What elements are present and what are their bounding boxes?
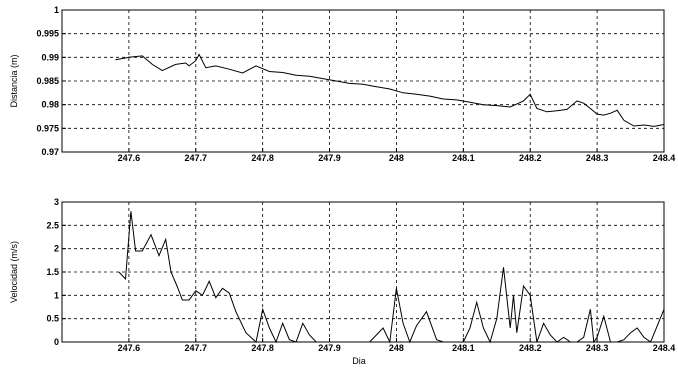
velocity-x-ticks: 247.6 247.7 247.8 247.9 248 248.1 248.2 248.3 24… bbox=[118, 338, 676, 353]
distance-x-tick-label: 247.7 bbox=[185, 153, 208, 163]
velocity-x-tick-label: 247.7 bbox=[185, 343, 208, 353]
velocity-x-tick-label: 248.2 bbox=[519, 343, 542, 353]
velocity-x-axis-label: Dia bbox=[352, 356, 366, 366]
velocity-y-axis-label: Velocidad (m/s) bbox=[9, 241, 19, 303]
distance-x-tick-label: 248 bbox=[389, 153, 404, 163]
velocity-x-tick-label: 247.8 bbox=[251, 343, 274, 353]
velocity-x-tick-label: 247.9 bbox=[318, 343, 341, 353]
distance-y-tick-label: 0.99 bbox=[41, 52, 59, 62]
distance-y-axis-label: Distancia (m) bbox=[9, 54, 19, 107]
distance-x-tick-label: 248.4 bbox=[653, 153, 676, 163]
distance-x-ticks: 247.6 247.7 247.8 247.9 248 248.1 248.2 248.3 24… bbox=[118, 148, 676, 163]
velocity-x-tick-label: 248 bbox=[389, 343, 404, 353]
velocity-x-tick-label: 248.4 bbox=[653, 343, 676, 353]
distance-y-tick-label: 0.985 bbox=[36, 76, 59, 86]
distance-y-tick-label: 0.98 bbox=[41, 100, 59, 110]
distance-x-tick-label: 247.6 bbox=[118, 153, 141, 163]
distance-x-tick-label: 248.3 bbox=[586, 153, 609, 163]
distance-y-ticks: 0.97 0.975 0.98 0.985 0.99 0.995 1 bbox=[36, 5, 66, 157]
distance-series-line bbox=[115, 53, 665, 127]
velocity-chart: 247.6 247.7 247.8 247.9 248 248.1 248.2 248.3 24… bbox=[9, 197, 675, 366]
velocity-y-tick-label: 1.5 bbox=[46, 267, 59, 277]
distance-chart: 247.6 247.7 247.8 247.9 248 248.1 248.2 248.3 24… bbox=[9, 5, 675, 163]
distance-x-tick-label: 247.9 bbox=[318, 153, 341, 163]
velocity-x-tick-label: 247.6 bbox=[118, 343, 141, 353]
velocity-x-tick-label: 248.3 bbox=[586, 343, 609, 353]
velocity-x-tick-label: 248.1 bbox=[452, 343, 475, 353]
velocity-series-line bbox=[118, 211, 665, 344]
distance-x-tick-label: 248.2 bbox=[519, 153, 542, 163]
velocity-y-ticks: 0 0.5 1 1.5 2 2.5 3 bbox=[46, 197, 66, 347]
velocity-y-tick-label: 2.5 bbox=[46, 220, 59, 230]
distance-y-tick-label: 0.97 bbox=[41, 147, 59, 157]
velocity-y-tick-label: 1 bbox=[54, 290, 59, 300]
velocity-grid bbox=[62, 202, 664, 342]
distance-x-tick-label: 247.8 bbox=[251, 153, 274, 163]
velocity-y-tick-label: 2 bbox=[54, 244, 59, 254]
velocity-y-tick-label: 0 bbox=[54, 337, 59, 347]
velocity-y-tick-label: 3 bbox=[54, 197, 59, 207]
distance-grid bbox=[62, 10, 664, 152]
distance-y-tick-label: 1 bbox=[54, 5, 59, 15]
distance-x-tick-label: 248.1 bbox=[452, 153, 475, 163]
velocity-y-tick-label: 0.5 bbox=[46, 314, 59, 324]
distance-y-tick-label: 0.975 bbox=[36, 123, 59, 133]
distance-y-tick-label: 0.995 bbox=[36, 29, 59, 39]
